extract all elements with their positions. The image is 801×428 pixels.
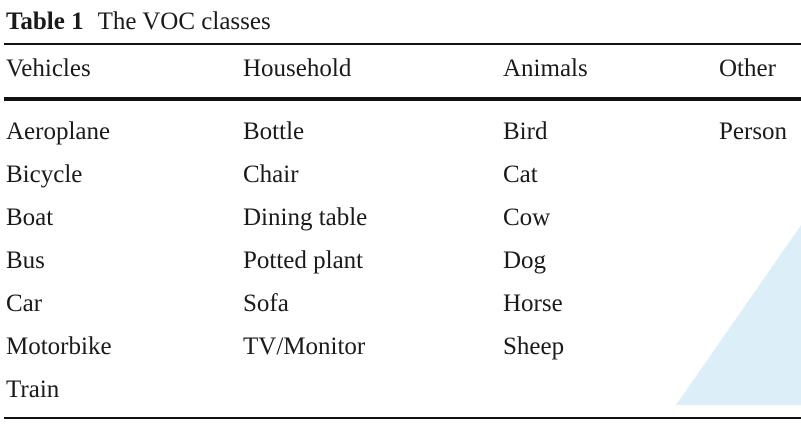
table-cell: Sheep	[503, 333, 565, 360]
table-cell: Dog	[503, 247, 547, 274]
table-cell: Chair	[243, 161, 299, 188]
table-cell: Bottle	[243, 118, 305, 145]
table-caption-label: Table 1	[6, 8, 84, 35]
table-cell: Aeroplane	[6, 118, 111, 145]
table-cell: TV/Monitor	[243, 333, 366, 360]
table-cell: Bicycle	[6, 161, 83, 188]
table-cell: Car	[6, 290, 43, 317]
table-caption: Table 1 The VOC classes	[6, 6, 271, 38]
column-header-animals: Animals	[503, 55, 588, 82]
table-cell: Cat	[503, 161, 538, 188]
table-cell: Bird	[503, 118, 548, 145]
table-top-rule	[4, 43, 801, 45]
table-cell: Train	[6, 376, 60, 403]
table-caption-title: The VOC classes	[97, 8, 271, 35]
table-cell: Motorbike	[6, 333, 112, 360]
table-cell: Cow	[503, 204, 551, 231]
table-bottom-rule	[4, 417, 801, 419]
table-cell: Person	[719, 118, 788, 145]
column-header-vehicles: Vehicles	[6, 55, 91, 82]
table-cell: Dining table	[243, 204, 368, 231]
table-cell: Bus	[6, 247, 45, 274]
table-cell: Horse	[503, 290, 563, 317]
table-cell: Potted plant	[243, 247, 364, 274]
table-cell: Sofa	[243, 290, 289, 317]
column-header-other: Other	[719, 55, 776, 82]
background-light-wedge	[676, 225, 801, 405]
column-header-household: Household	[243, 55, 352, 82]
table-header-rule	[4, 97, 801, 101]
table-cell: Boat	[6, 204, 54, 231]
